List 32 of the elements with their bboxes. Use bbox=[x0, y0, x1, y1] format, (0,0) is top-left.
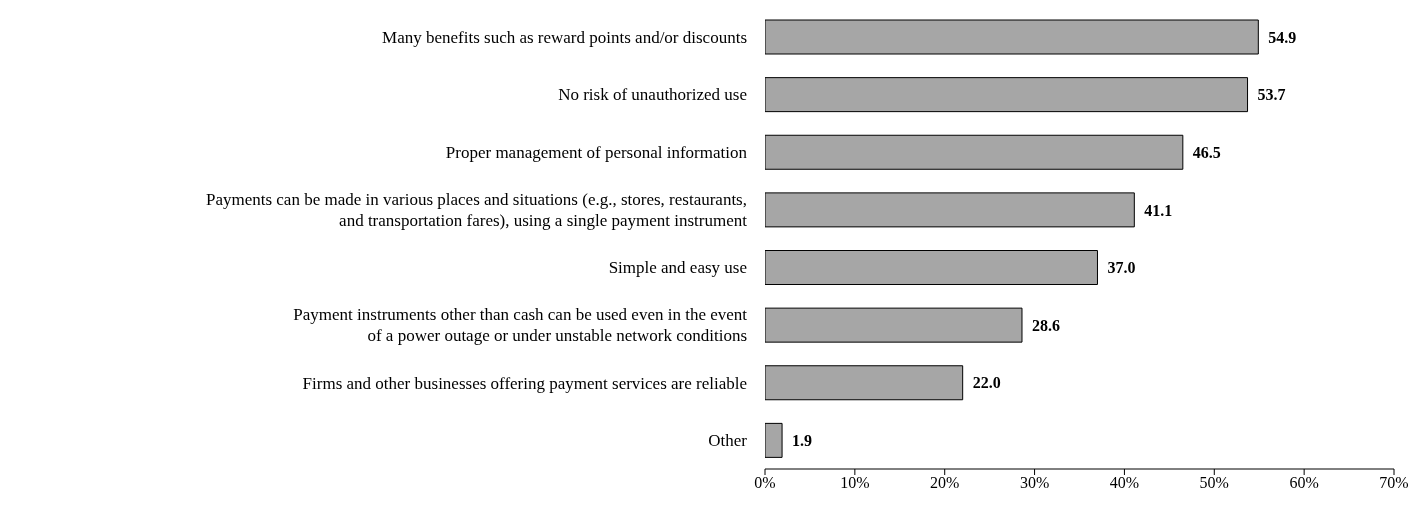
data-label: 46.5 bbox=[1192, 143, 1221, 161]
y-tick-label: Payments can be made in various places and situations (e.g., stores, restaurants, and transportation fares), using a single payment instrument bbox=[205, 189, 748, 230]
bar bbox=[765, 422, 783, 458]
data-label: 28.6 bbox=[1031, 316, 1060, 334]
y-tick-label: Many benefits such as reward points and/or discounts bbox=[382, 27, 747, 47]
x-tick-label: 30% bbox=[1019, 474, 1050, 492]
x-tick-label: 50% bbox=[1199, 474, 1229, 492]
y-tick-label: Other bbox=[708, 430, 748, 450]
y-tick-label: No risk of unauthorized use bbox=[558, 84, 747, 104]
bar bbox=[765, 307, 1023, 343]
bar bbox=[765, 19, 1259, 55]
x-tick-label: 20% bbox=[930, 474, 960, 492]
y-tick-label: Proper management of personal information bbox=[445, 142, 748, 162]
y-tick-label: Payment instruments other than cash can be used even in the event of a power outage or under unstable network conditions bbox=[293, 304, 748, 345]
y-tick-label: Firms and other businesses offering payment services are reliable bbox=[302, 373, 747, 393]
bar bbox=[765, 77, 1249, 113]
y-tick-label: Simple and easy use bbox=[608, 257, 747, 277]
data-label: 22.0 bbox=[972, 374, 1001, 392]
bar bbox=[765, 192, 1135, 228]
data-label: 37.0 bbox=[1107, 259, 1136, 277]
bar bbox=[765, 134, 1184, 170]
x-tick-label: 10% bbox=[840, 474, 870, 492]
bar bbox=[765, 365, 964, 401]
bar bbox=[765, 250, 1098, 285]
data-label: 53.7 bbox=[1257, 86, 1286, 104]
x-tick-label: 0% bbox=[754, 474, 776, 492]
x-tick-label: 70% bbox=[1379, 474, 1409, 492]
x-tick-label: 40% bbox=[1109, 474, 1140, 492]
data-label: 54.9 bbox=[1268, 28, 1297, 46]
data-label: 41.1 bbox=[1144, 201, 1173, 219]
x-tick-label: 60% bbox=[1289, 474, 1319, 492]
data-label: 1.9 bbox=[792, 432, 813, 450]
